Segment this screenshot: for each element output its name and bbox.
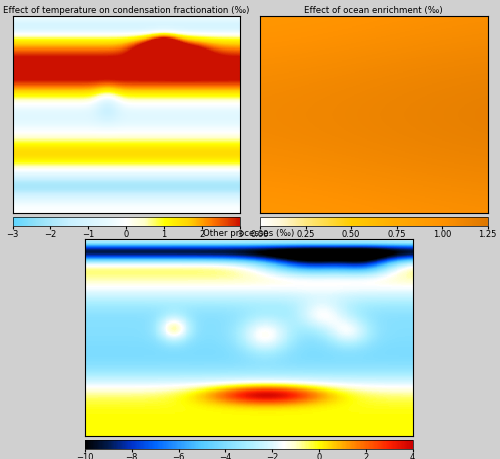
Title: Effect of ocean enrichment (‰): Effect of ocean enrichment (‰) bbox=[304, 6, 443, 15]
Title: Other processes (‰): Other processes (‰) bbox=[203, 229, 294, 238]
Title: Effect of temperature on condensation fractionation (‰): Effect of temperature on condensation fr… bbox=[3, 6, 250, 15]
